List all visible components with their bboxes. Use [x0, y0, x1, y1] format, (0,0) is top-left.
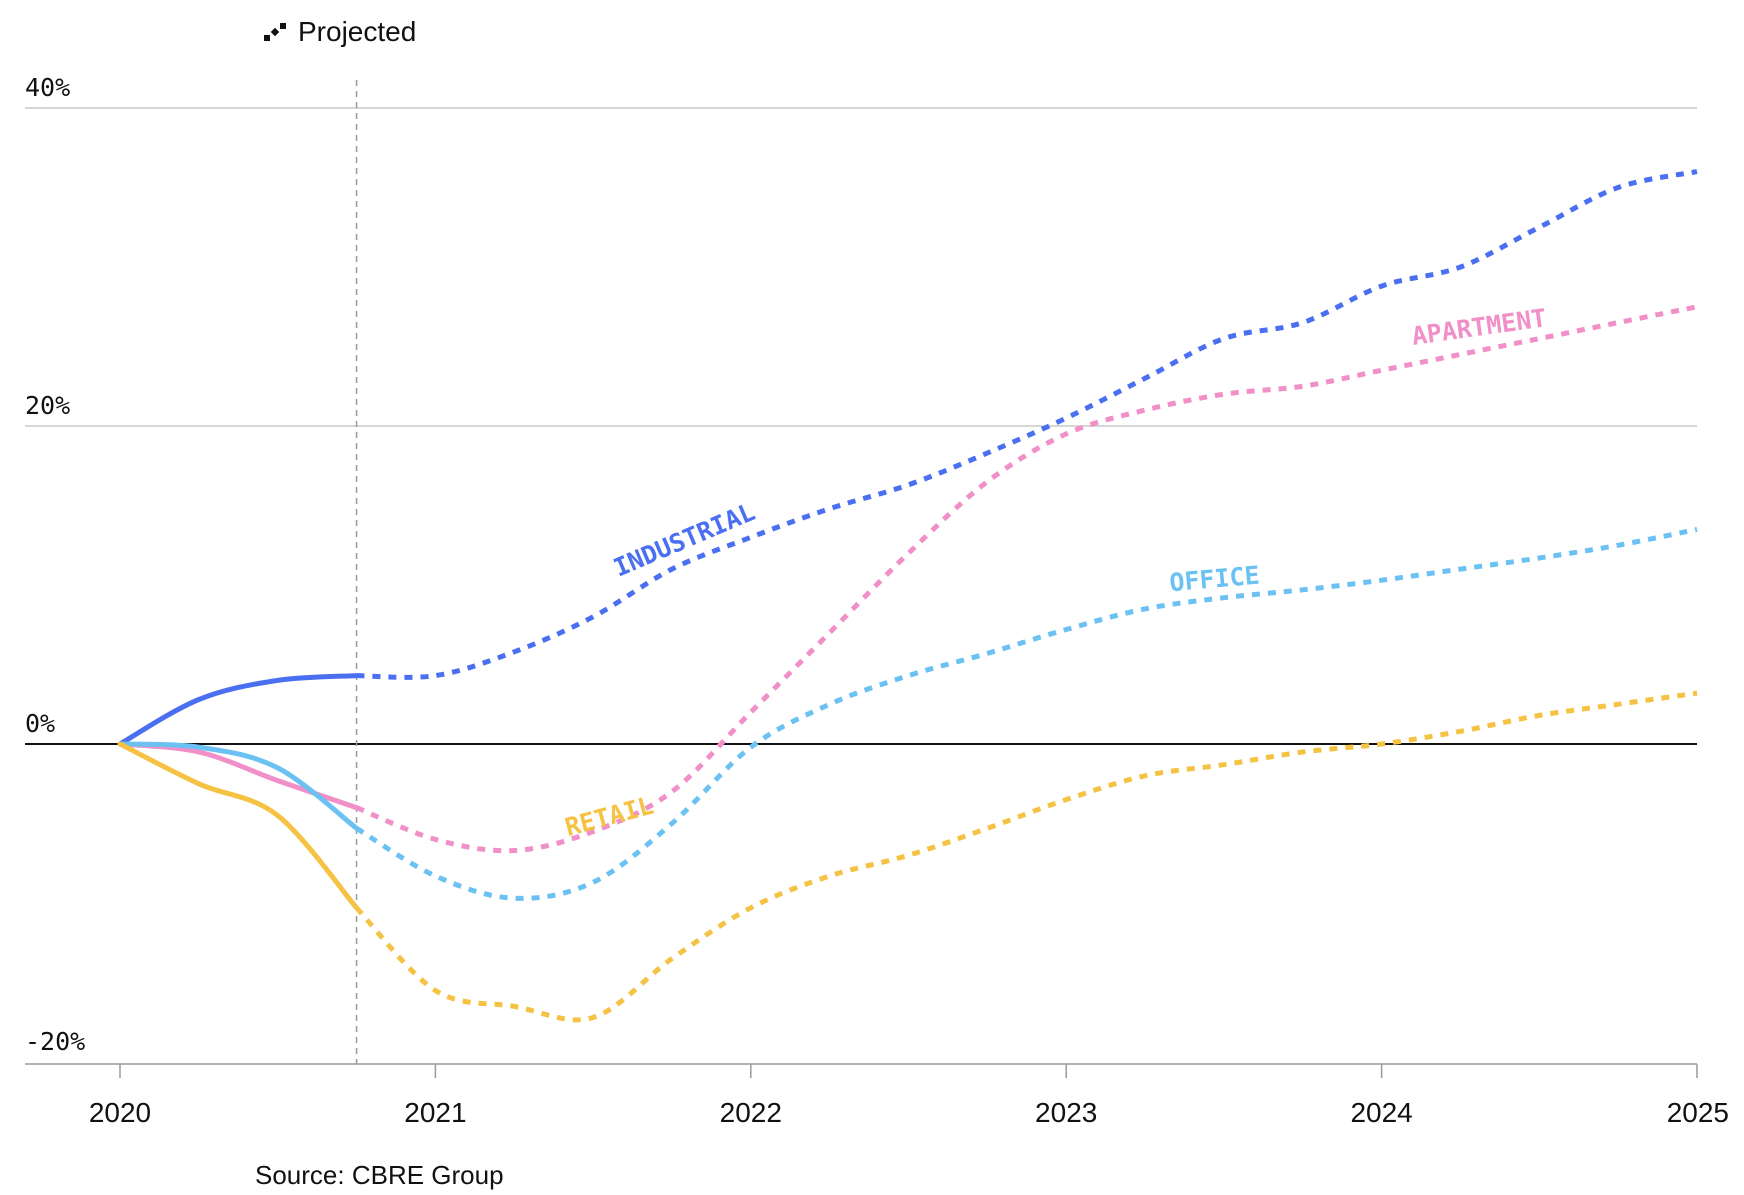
x-tick-label: 2020	[89, 1097, 151, 1128]
legend: Projected	[262, 16, 416, 48]
series-apartment-projected-line	[355, 304, 1698, 854]
series-retail-projected-line	[354, 690, 1698, 1023]
series-label-apartment: APARTMENT	[1410, 303, 1548, 351]
series-retail-actual-line	[117, 741, 359, 911]
x-tick-label: 2021	[404, 1097, 466, 1128]
series-label-office: OFFICE	[1168, 561, 1260, 598]
x-tick-label: 2024	[1350, 1097, 1412, 1128]
y-tick-label: 0%	[25, 709, 55, 738]
label-layer: INDUSTRIAL APARTMENT OFFICE RETAIL	[562, 303, 1548, 842]
y-tick-label: 40%	[25, 73, 70, 102]
x-tick-label: 2025	[1667, 1097, 1729, 1128]
series-industrial-actual-line	[117, 673, 359, 747]
dashed-line-icon	[264, 23, 286, 41]
legend-projected-label: Projected	[298, 16, 417, 47]
series-layer	[117, 169, 1698, 1023]
series-office-actual-line	[117, 741, 359, 831]
grid-layer	[25, 107, 1697, 427]
series-industrial-projected-line	[356, 169, 1698, 680]
y-tick-label: -20%	[25, 1027, 85, 1056]
x-tick-label: 2022	[720, 1097, 782, 1128]
series-office-projected-line	[355, 526, 1698, 901]
axis-layer: 40% 20% 0% -20% 2020 2021 2022 2023 2024 2025	[25, 73, 1729, 1128]
series-label-retail: RETAIL	[562, 791, 657, 842]
source-note: Source: CBRE Group	[255, 1160, 504, 1190]
y-tick-label: 20%	[25, 391, 70, 420]
x-tick-label: 2023	[1035, 1097, 1097, 1128]
series-label-industrial: INDUSTRIAL	[609, 497, 759, 583]
